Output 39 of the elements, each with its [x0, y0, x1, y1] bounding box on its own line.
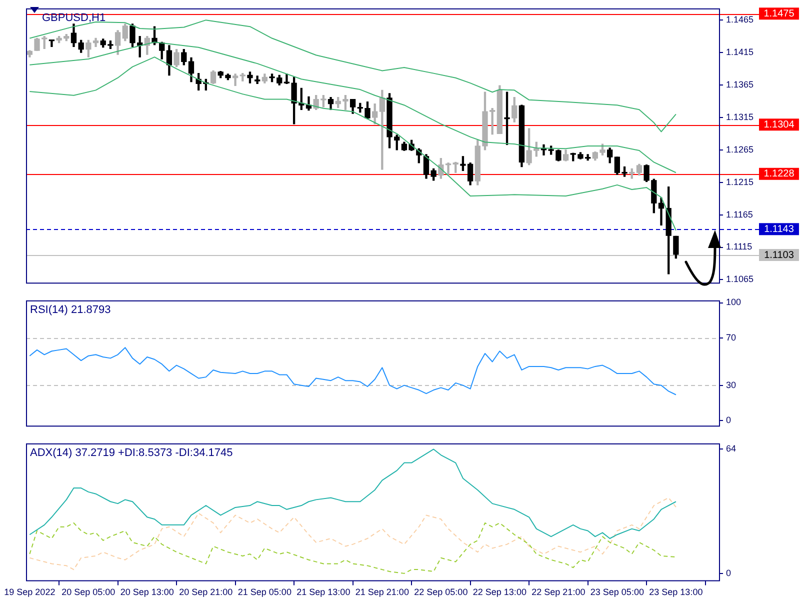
candlestick: [379, 90, 386, 170]
x-tick-label: 23 Sep 13:00: [649, 587, 703, 598]
x-tick-label: 21 Sep 05:00: [238, 587, 292, 598]
x-tick-label: 20 Sep 05:00: [62, 587, 116, 598]
x-tick-label: 19 Sep 2022: [4, 587, 56, 598]
y-tick-label: 1.1265: [726, 144, 754, 154]
ref-line-label: 1.1228: [764, 168, 795, 180]
x-tick-label: 20 Sep 21:00: [179, 587, 233, 598]
ref-line-label: 1.1304: [764, 119, 795, 130]
y-tick-label: 64: [726, 444, 736, 454]
y-tick-label: 1.1065: [726, 274, 754, 284]
x-tick-label: 21 Sep 21:00: [355, 587, 409, 598]
y-tick-label: 1.1165: [726, 209, 753, 220]
y-tick-label: 30: [726, 380, 736, 390]
y-tick-label: 0: [726, 415, 732, 426]
ref-line-label: 1.1103: [764, 250, 794, 261]
chart-title: GBPUSD,H1: [42, 12, 106, 24]
x-tick-label: 21 Sep 13:00: [296, 587, 350, 598]
y-tick-label: 1.1365: [726, 79, 754, 90]
x-tick-label: 22 Sep 05:00: [414, 587, 468, 598]
chart-title: RSI(14) 21.8793: [30, 304, 111, 316]
y-tick-label: 1.1465: [726, 14, 754, 25]
line-series: [29, 497, 676, 570]
y-tick-label: 70: [726, 332, 736, 343]
y-tick-label: 0: [726, 568, 732, 578]
line-series: [29, 522, 676, 574]
y-tick-label: 1.1115: [726, 242, 752, 252]
candlestick: [232, 74, 238, 86]
x-tick-label: 23 Sep 05:00: [590, 587, 644, 598]
ref-line-label: 1.1475: [764, 8, 795, 20]
y-tick-label: 1.1415: [726, 47, 754, 58]
y-tick-label: 1.1215: [726, 176, 754, 187]
chart-title: ADX(14) 37.2719 +DI:8.5373 -DI:34.1745: [30, 446, 233, 459]
x-tick-label: 20 Sep 13:00: [120, 587, 174, 598]
y-tick-label: 1.1315: [726, 112, 754, 122]
x-tick-label: 22 Sep 13:00: [472, 587, 526, 598]
ref-line-label: 1.1143: [764, 224, 794, 235]
y-tick-label: 100: [726, 297, 742, 308]
x-tick-label: 22 Sep 21:00: [532, 587, 586, 598]
